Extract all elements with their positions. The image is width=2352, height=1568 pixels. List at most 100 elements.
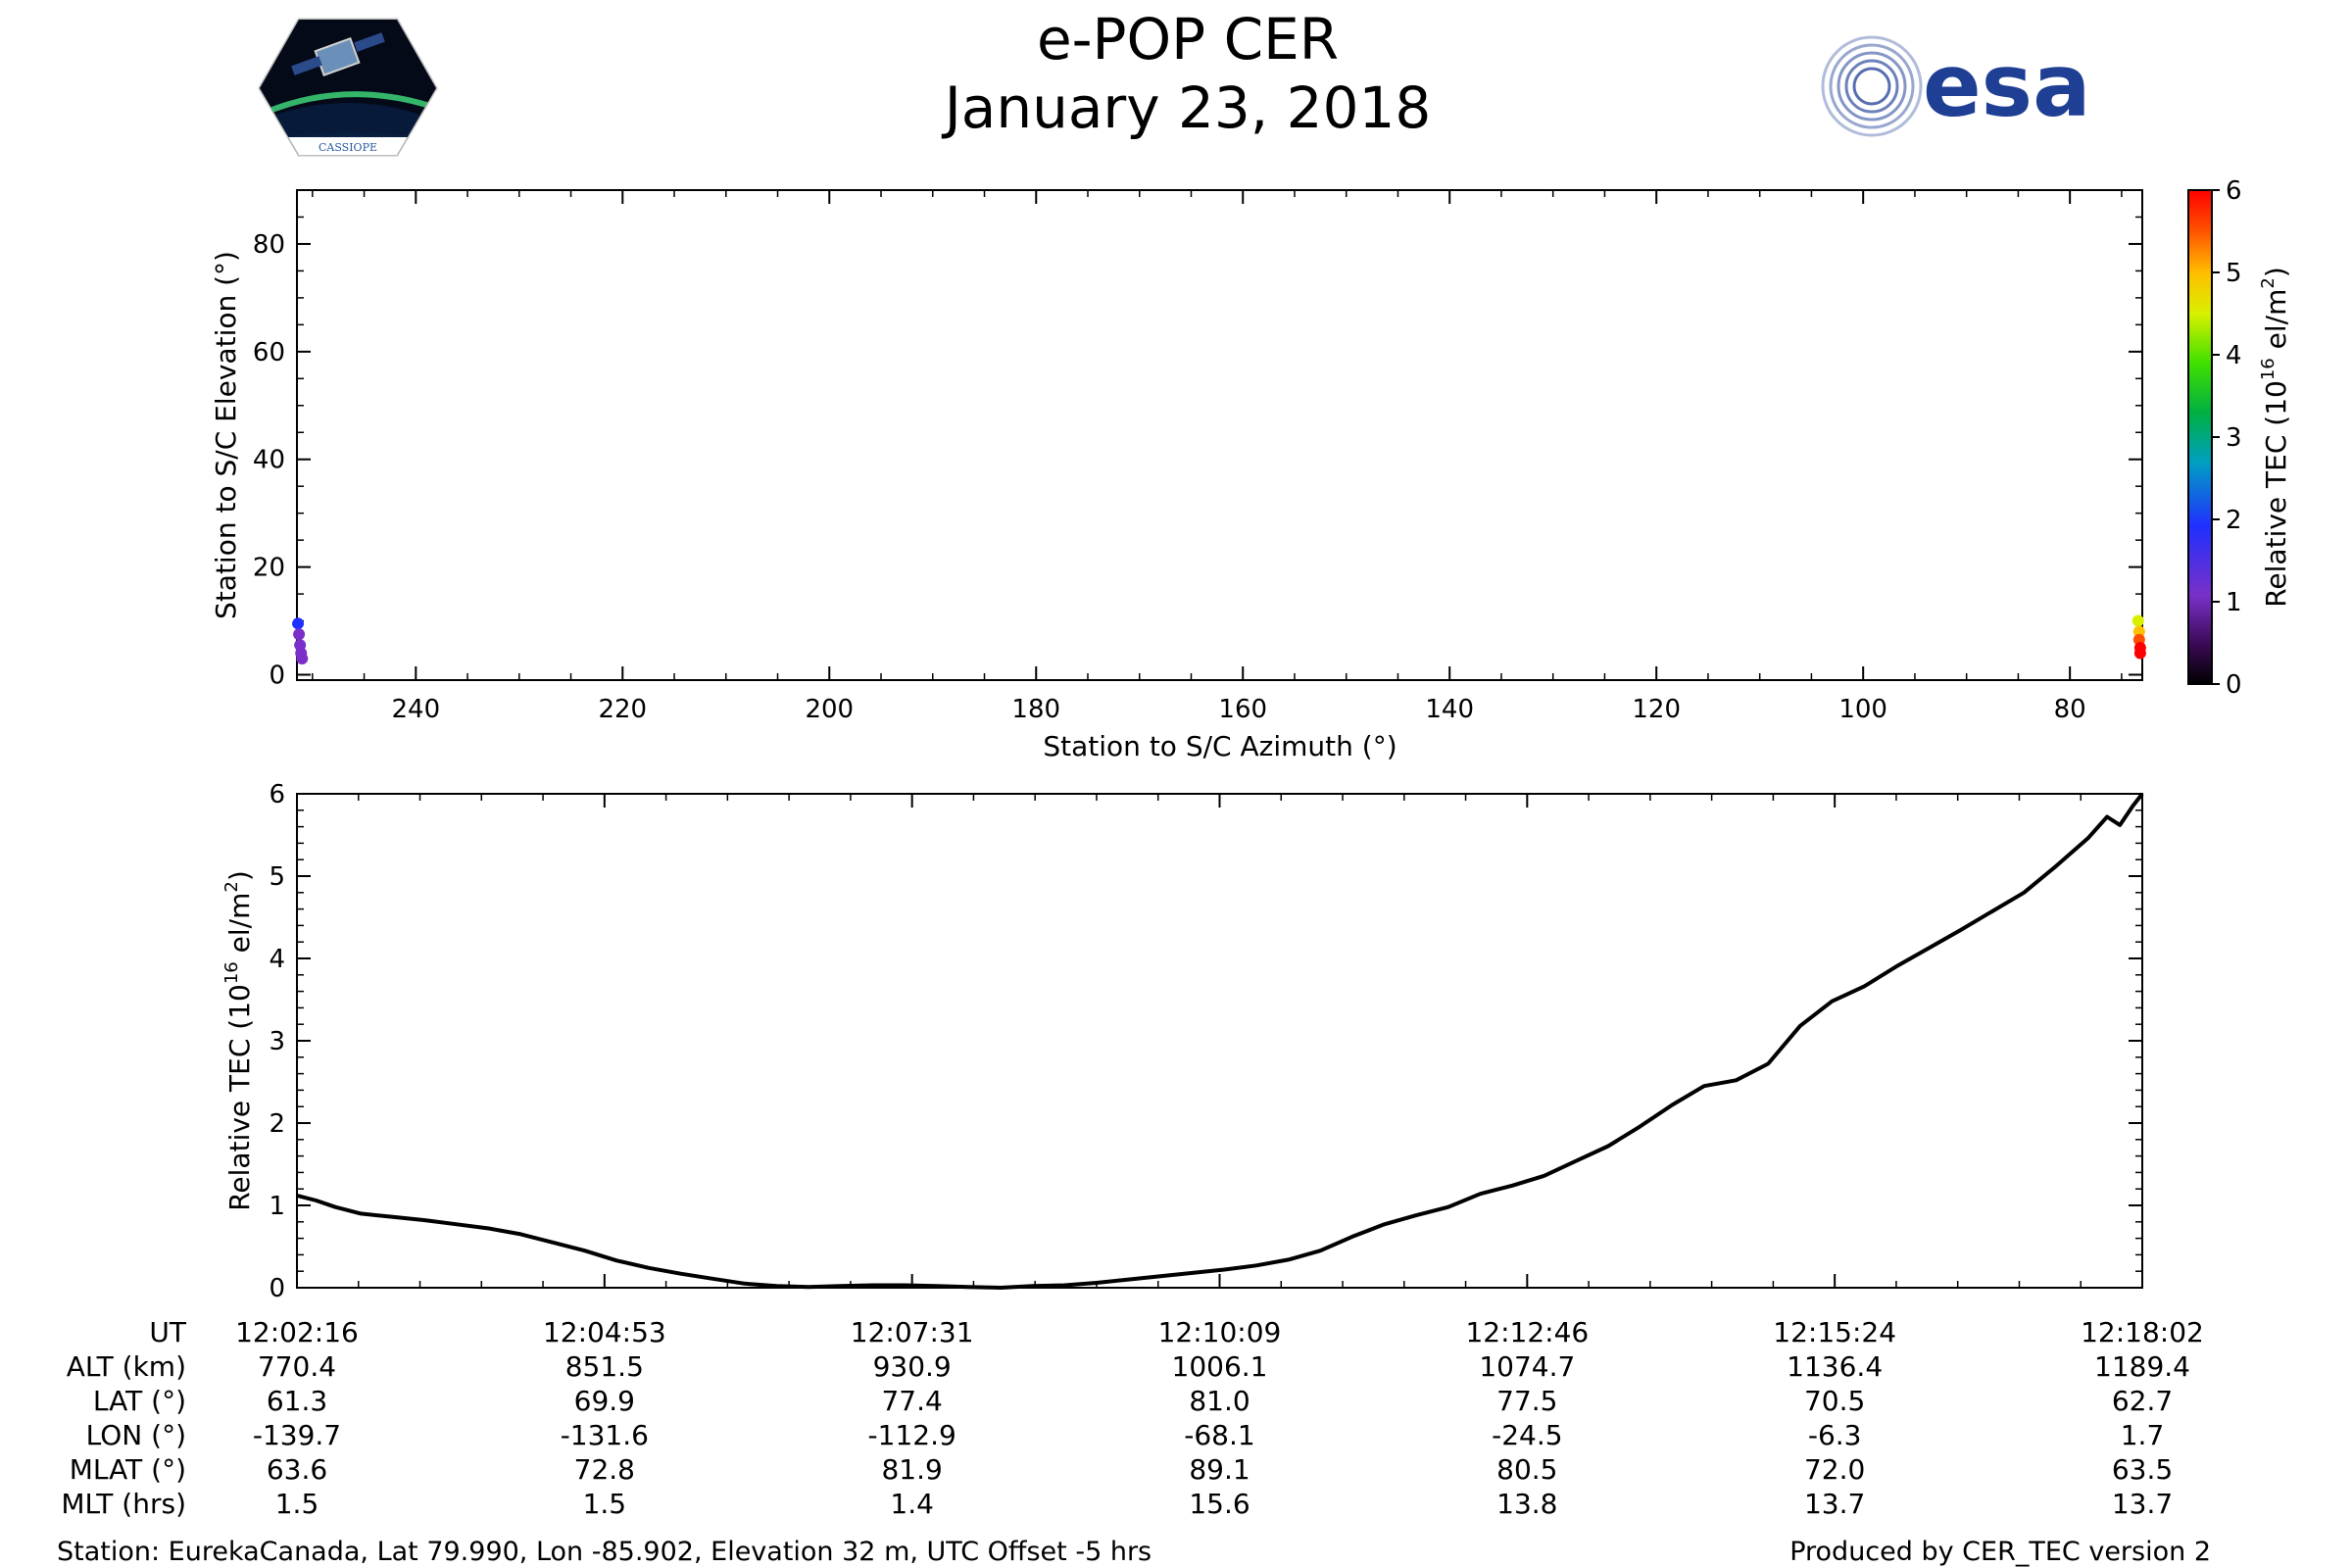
table-row-label: MLAT (°) <box>70 1453 186 1486</box>
top-x-tick-label: 100 <box>1838 695 1887 724</box>
table-row-label: LAT (°) <box>93 1385 186 1417</box>
table-cell: 61.3 <box>267 1385 327 1417</box>
colorbar-tick-label: 0 <box>2226 670 2242 700</box>
top-scatter-point <box>2132 614 2144 627</box>
table-cell: 1189.4 <box>2094 1350 2190 1383</box>
top-y-tick-label: 40 <box>253 446 285 475</box>
table-cell: -139.7 <box>253 1419 341 1451</box>
top-scatter-point <box>2132 625 2145 638</box>
table-cell: 81.9 <box>881 1453 942 1486</box>
bottom-y-tick-label: 3 <box>269 1027 285 1056</box>
table-cell: 13.7 <box>1804 1488 1865 1520</box>
colorbar: 0 1 2 3 4 5 6 Relative TEC (1016 el/m2) <box>2187 176 2292 700</box>
bottom-plot-frame <box>296 793 2143 1289</box>
table-cell: 13.7 <box>2112 1488 2173 1520</box>
bottom-y-tick-label: 4 <box>269 945 285 974</box>
table-cell: 77.4 <box>881 1385 942 1417</box>
table-cell: 1.5 <box>275 1488 319 1520</box>
table-row-label: UT <box>149 1316 186 1348</box>
top-y-ticks: 0 20 40 60 80 <box>253 216 2142 691</box>
table-cell: 89.1 <box>1189 1453 1250 1486</box>
table-row-label: MLT (hrs) <box>61 1488 186 1520</box>
colorbar-tick-label: 1 <box>2226 588 2242 617</box>
table-cell: 930.9 <box>873 1350 952 1383</box>
top-x-tick-label: 220 <box>598 695 647 724</box>
table-cell: 63.6 <box>267 1453 327 1486</box>
top-x-axis-label: Station to S/C Azimuth (°) <box>1043 730 1396 762</box>
table-cell: 69.9 <box>574 1385 635 1417</box>
bottom-y-tick-label: 0 <box>269 1274 285 1303</box>
esa-logo: esa <box>1821 35 2090 137</box>
station-info: Station: EurekaCanada, Lat 79.990, Lon -… <box>57 1537 1152 1567</box>
top-y-axis-label: Station to S/C Elevation (°) <box>210 251 242 619</box>
bottom-y-axis-label: Relative TEC (1016 el/m2) <box>221 870 256 1211</box>
table-cell: 12:07:31 <box>851 1316 974 1348</box>
bottom-y-tick-label: 1 <box>269 1192 285 1221</box>
tec-series-line <box>296 792 2144 1290</box>
table-cell: 72.0 <box>1804 1453 1865 1486</box>
colorbar-tick-label: 2 <box>2226 506 2242 535</box>
table-cell: 63.5 <box>2112 1453 2173 1486</box>
top-x-tick-label: 120 <box>1632 695 1681 724</box>
top-y-tick-label: 20 <box>253 554 285 583</box>
table-cell: 1.7 <box>2121 1419 2165 1451</box>
top-x-ticks: 240 220 200 180 160 140 120 100 80 <box>312 190 2123 724</box>
table-cell: 12:12:46 <box>1465 1316 1589 1348</box>
top-scatter-point <box>293 628 306 641</box>
table-cell: 1074.7 <box>1479 1350 1575 1383</box>
bottom-y-tick-label: 5 <box>269 862 285 892</box>
top-scatter-point <box>2133 647 2146 660</box>
colorbar-label: Relative TEC (1016 el/m2) <box>2258 267 2292 608</box>
table-cell: 1136.4 <box>1787 1350 1883 1383</box>
colorbar-ticks: 0 1 2 3 4 5 6 <box>2212 176 2242 700</box>
produced-by: Produced by CER_TEC version 2 <box>1789 1537 2211 1567</box>
bottom-y-tick-label: 6 <box>269 780 285 809</box>
top-x-tick-label: 80 <box>2054 695 2086 724</box>
top-y-tick-label: 0 <box>269 662 285 691</box>
bottom-y-tick-label: 2 <box>269 1109 285 1139</box>
top-scatter-point <box>296 653 309 665</box>
table-cell: 12:15:24 <box>1773 1316 1896 1348</box>
table-row-label: ALT (km) <box>67 1350 186 1383</box>
table-cell: 15.6 <box>1189 1488 1250 1520</box>
table-cell: 1.4 <box>890 1488 934 1520</box>
chart-title: e-POP CER <box>1037 6 1339 73</box>
colorbar-tick-label: 5 <box>2226 259 2242 288</box>
table-cell: 13.8 <box>1496 1488 1557 1520</box>
top-plot-frame <box>296 189 2143 681</box>
table-cell: -24.5 <box>1492 1419 1562 1451</box>
colorbar-gradient <box>2187 189 2213 685</box>
top-x-tick-label: 160 <box>1218 695 1267 724</box>
table-cell: -131.6 <box>561 1419 649 1451</box>
table-cell: -112.9 <box>868 1419 956 1451</box>
top-x-tick-label: 200 <box>805 695 854 724</box>
elevation-azimuth-plot: 240 220 200 180 160 140 120 100 80 0 20 40 60 80 Sta… <box>210 189 2146 762</box>
cassiope-logo: CASSIOPE <box>258 18 438 157</box>
table-cell: 81.0 <box>1189 1385 1250 1417</box>
table-cell: -68.1 <box>1184 1419 1254 1451</box>
bottom-y-ticks: 0 1 2 3 4 5 6 <box>269 780 2142 1303</box>
table-row-label: LON (°) <box>86 1419 186 1451</box>
top-x-tick-label: 180 <box>1011 695 1060 724</box>
table-cell: 77.5 <box>1496 1385 1557 1417</box>
table-cell: 851.5 <box>565 1350 644 1383</box>
table-cell: 62.7 <box>2112 1385 2173 1417</box>
table-cell: 70.5 <box>1804 1385 1865 1417</box>
colorbar-tick-label: 6 <box>2226 176 2242 206</box>
table-cell: -6.3 <box>1808 1419 1862 1451</box>
cassiope-logo-text: CASSIOPE <box>318 141 377 154</box>
top-y-tick-label: 60 <box>253 338 285 368</box>
top-x-tick-label: 240 <box>391 695 440 724</box>
table-cell: 12:02:16 <box>235 1316 359 1348</box>
top-scatter-point <box>292 617 305 630</box>
colorbar-tick-label: 3 <box>2226 423 2242 453</box>
table-cell: 1006.1 <box>1172 1350 1268 1383</box>
esa-logo-text: esa <box>1923 35 2090 136</box>
top-x-tick-label: 140 <box>1425 695 1474 724</box>
table-cell: 1.5 <box>583 1488 627 1520</box>
tec-time-plot: 0 1 2 3 4 5 6 Relative TEC (1016 el/m2) <box>221 780 2144 1303</box>
top-y-tick-label: 80 <box>253 230 285 260</box>
table-cell: 12:04:53 <box>543 1316 666 1348</box>
table-cell: 72.8 <box>574 1453 635 1486</box>
